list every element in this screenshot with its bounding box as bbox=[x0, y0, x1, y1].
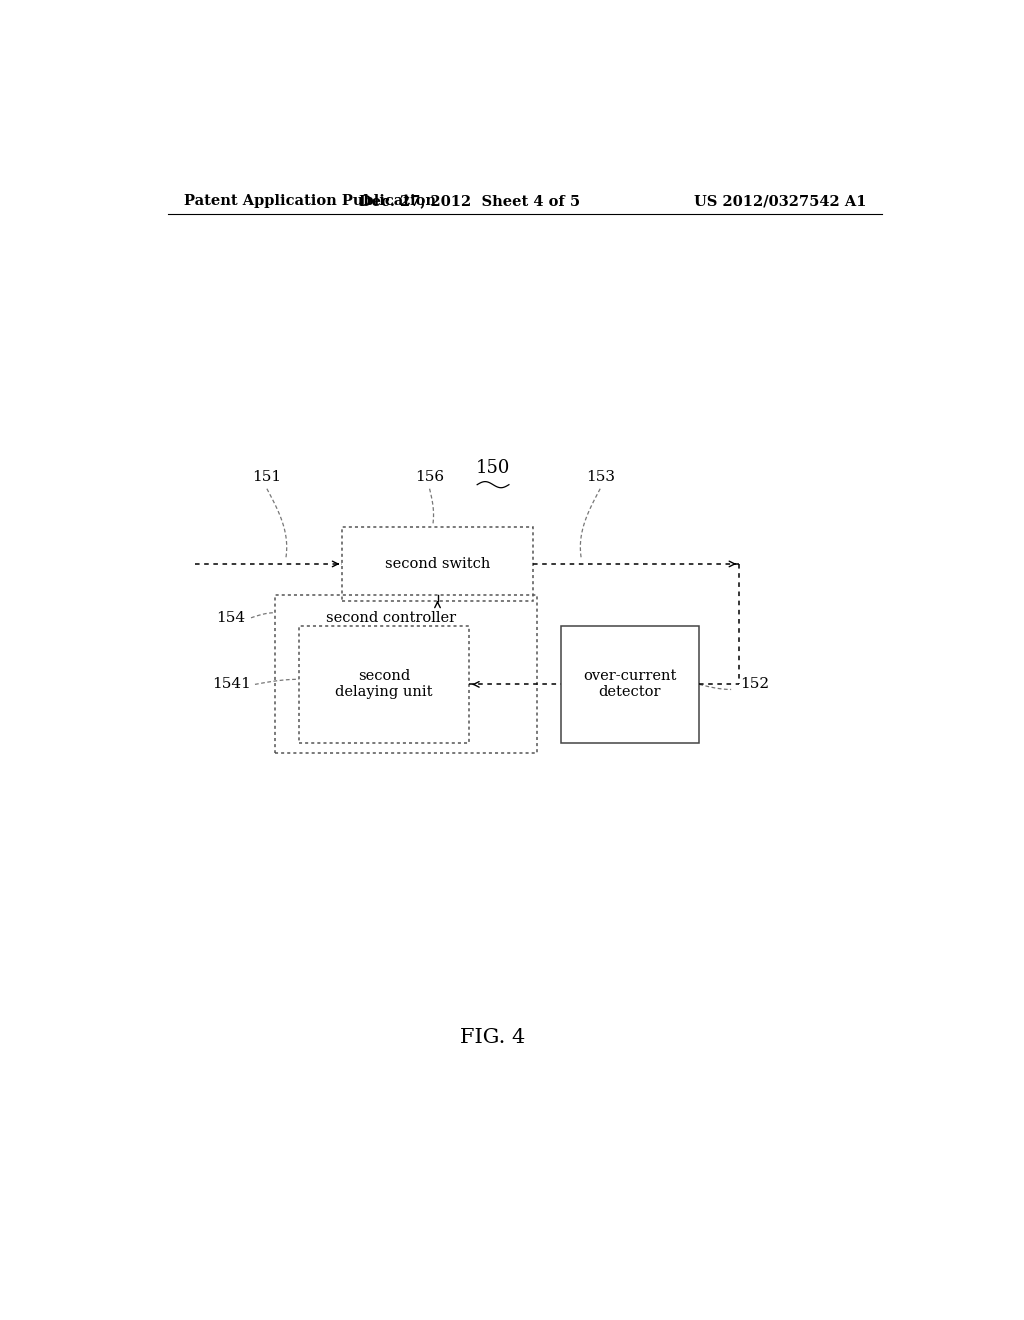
Bar bbox=[560, 626, 699, 743]
Text: 153: 153 bbox=[586, 470, 614, 483]
Bar bbox=[299, 626, 469, 743]
Text: second
delaying unit: second delaying unit bbox=[335, 669, 433, 700]
Text: FIG. 4: FIG. 4 bbox=[461, 1028, 525, 1047]
Text: Patent Application Publication: Patent Application Publication bbox=[183, 194, 435, 209]
Bar bbox=[274, 595, 537, 752]
Text: second controller: second controller bbox=[327, 611, 457, 624]
Text: 1541: 1541 bbox=[212, 677, 251, 692]
Bar bbox=[342, 528, 532, 601]
Text: 151: 151 bbox=[252, 470, 282, 483]
Text: US 2012/0327542 A1: US 2012/0327542 A1 bbox=[693, 194, 866, 209]
Text: Dec. 27, 2012  Sheet 4 of 5: Dec. 27, 2012 Sheet 4 of 5 bbox=[358, 194, 580, 209]
Text: 156: 156 bbox=[415, 470, 444, 483]
Text: over-current
detector: over-current detector bbox=[584, 669, 677, 700]
Text: second switch: second switch bbox=[385, 557, 490, 572]
Text: 150: 150 bbox=[476, 459, 510, 478]
Text: 154: 154 bbox=[217, 611, 246, 624]
Text: 152: 152 bbox=[740, 677, 769, 692]
